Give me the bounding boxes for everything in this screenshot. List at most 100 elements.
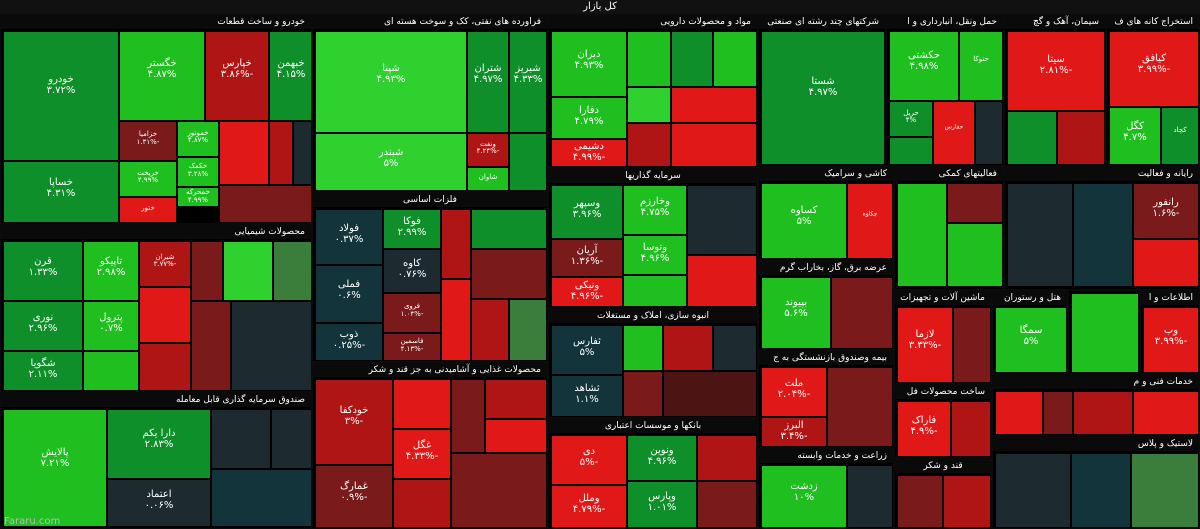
tile-bpayvand[interactable]: بپیوند ۵.۶% — [761, 277, 831, 349]
tile-lazma[interactable]: لازما -۳.۳۳% — [897, 307, 953, 383]
tile-red-tech-2[interactable] — [1073, 391, 1133, 435]
tile-alborz[interactable]: البرز -۳.۴% — [761, 417, 827, 447]
tile-etemad[interactable]: اعتماد ۰.۰۶% — [107, 479, 211, 527]
tile-dark-pl-1[interactable] — [995, 453, 1071, 528]
tile-red-chem-2[interactable] — [139, 343, 191, 391]
sector-insurance[interactable]: بیمه وصندوق بازنشستگی به ج ملت -۲.۰۴% الب… — [758, 350, 894, 448]
tile-darkred-chem-2[interactable] — [191, 301, 231, 391]
tile-shasta[interactable]: شستا ۴.۹۷% — [761, 31, 885, 165]
tile-vmellal[interactable]: وملل -۴.۷۹% — [551, 485, 627, 528]
sector-sugar[interactable]: قند و شکر — [894, 458, 992, 529]
tile-red-sugar[interactable] — [943, 475, 991, 528]
tile-green-chem[interactable] — [83, 351, 139, 391]
tile-semga[interactable]: سمگا ۵% — [995, 307, 1067, 373]
sector-machinery[interactable]: ماشین آلات و تجهیزات لازما -۳.۳۳% — [894, 290, 992, 384]
tile-red-ph-1[interactable] — [671, 87, 757, 123]
tile-khodro[interactable]: خودرو ۳.۷۲% — [3, 31, 119, 161]
tile-kaveh[interactable]: کاوه ۰.۷۶% — [383, 249, 441, 293]
tile-dark-misc-1[interactable] — [1007, 183, 1073, 287]
tile-ghgol[interactable]: غگل -۴.۳۳% — [393, 429, 451, 479]
tile-shbandar[interactable]: شبندر ۵% — [315, 133, 467, 191]
tile-tapiko[interactable]: تاپیکو ۲.۹۸% — [83, 241, 139, 301]
tile-red-food-4[interactable] — [485, 419, 547, 453]
tile-green-ph-4[interactable] — [627, 87, 671, 123]
tile-darkred-bank[interactable] — [697, 481, 757, 528]
tile-green-inv[interactable] — [623, 275, 687, 307]
tile-dark-chem[interactable] — [231, 301, 311, 391]
tile-red-inv[interactable] — [687, 255, 757, 307]
sector-basic-metals[interactable]: فلزات اساسی فولاد ۰.۳۷% فملی ۰.۶% ذوب -۰.۲۵… — [312, 192, 548, 362]
tile-kgol[interactable]: کگل ۴.۷% — [1109, 107, 1161, 165]
tile-darkred-food-2[interactable] — [451, 453, 547, 528]
tile-htoka[interactable]: حتوکا — [959, 31, 1003, 101]
sector-agri[interactable]: زراعت و خدمات وابسته زدشت ۱۰% — [758, 448, 894, 529]
tile-khbahman[interactable]: خبهمن ۴.۱۵% — [269, 31, 311, 121]
tile-qoran[interactable]: قرن ۱.۳۳% — [3, 241, 83, 301]
tile-fasmin[interactable]: فاسمین -۴.۱۳% — [383, 333, 441, 361]
tile-darkred-mach[interactable] — [953, 307, 991, 383]
tile-kehafeh[interactable]: چکاوه — [847, 183, 893, 259]
tile-vkharazm[interactable]: وخارزم ۴.۷۵% — [623, 185, 687, 235]
tile-dfara[interactable]: دفارا ۴.۷۹% — [551, 97, 627, 139]
tile-foolad[interactable]: فولاد ۰.۳۷% — [315, 209, 383, 265]
tile-darkred-con[interactable] — [623, 371, 663, 417]
tile-khtoor[interactable]: ختور — [119, 197, 177, 223]
tile-fervi[interactable]: فروی -۱.۰۴% — [383, 293, 441, 333]
sector-construction[interactable]: انبوه سازی، املاک و مستغلات ثفارس ۵% ثشاه… — [548, 308, 758, 418]
tile-khodkafa[interactable]: خودکفا -۳% — [315, 379, 393, 465]
tile-dark-misc-2[interactable] — [1073, 183, 1133, 287]
tile-dshimi[interactable]: دشیمی -۴.۹۹% — [551, 139, 627, 167]
tile-mellat[interactable]: ملت -۲.۰۴% — [761, 367, 827, 417]
sector-hotel[interactable]: هتل و رستوران سمگا ۵% — [992, 290, 1068, 374]
tile-vb[interactable]: وب -۳.۹۹% — [1143, 307, 1199, 373]
tile-green-cem[interactable] — [1007, 111, 1057, 165]
tile-dbaran[interactable]: دبران ۴.۹۳% — [551, 31, 627, 97]
tile-thfars[interactable]: ثفارس ۵% — [551, 325, 623, 375]
tile-khsapa[interactable]: خساپا ۴.۳۱% — [3, 161, 119, 223]
tile-khmotor[interactable]: خموتور ۴.۸۷% — [177, 121, 219, 157]
sector-refinery[interactable]: فراورده های نفتی، کک و سوخت هسته ای شپنا… — [312, 14, 548, 192]
tile-red-auto-1[interactable] — [219, 121, 269, 185]
tile-ranfour[interactable]: رانفور -۱.۶% — [1133, 183, 1199, 239]
tile-khkomak[interactable]: خکمک ۳.۲۸% — [177, 157, 219, 187]
sector-plastic[interactable]: لاستیک و پلاس — [992, 436, 1200, 529]
tile-fooka[interactable]: فوکا ۲.۹۹% — [383, 209, 441, 249]
tile-red-auto-2[interactable] — [269, 121, 293, 185]
tile-hkeshti[interactable]: حکشتی ۴.۹۸% — [889, 31, 959, 101]
tile-dark-con[interactable] — [713, 325, 757, 371]
tile-red-misc[interactable] — [1133, 239, 1199, 287]
tile-red-ph-3[interactable] — [671, 123, 757, 167]
tile-dark-auto[interactable] — [293, 121, 311, 185]
sector-tile[interactable]: کاشی و سرامیک کساوه ۵% چکاوه — [758, 166, 894, 260]
sector-comp[interactable]: فعالیتهای کمکی — [894, 166, 1004, 290]
tile-dark-agri[interactable] — [847, 465, 893, 528]
sector-it[interactable]: اطلاعات و ا وب -۳.۹۹% — [1140, 290, 1200, 374]
tile-dark-tr[interactable] — [975, 101, 1003, 165]
tile-darkred-sugar[interactable] — [897, 475, 943, 528]
tile-red-mp[interactable] — [951, 401, 991, 457]
tile-green-con[interactable] — [623, 325, 663, 371]
tile-darkred-chem[interactable] — [191, 241, 223, 301]
tile-darkred-metal[interactable] — [471, 249, 547, 299]
tile-vpars[interactable]: وپارس ۱.۰۱% — [627, 481, 697, 528]
tile-green-ph-1[interactable] — [627, 31, 671, 87]
tile-ksave[interactable]: کساوه ۵% — [761, 183, 847, 259]
sector-pharma[interactable]: مواد و محصولات دارویی دبران ۴.۹۳% دفارا ۴.… — [548, 14, 758, 168]
tile-green-metal[interactable] — [471, 209, 547, 249]
tile-red-metal-1[interactable] — [441, 209, 471, 279]
tile-vniki[interactable]: ونیکی -۴.۹۶% — [551, 277, 623, 307]
tile-red-metal-2[interactable] — [441, 279, 471, 361]
tile-darkred-tech[interactable] — [1043, 391, 1073, 435]
tile-red-con[interactable] — [663, 325, 713, 371]
sector-misc[interactable]: رایانه و فعالیت رانفور -۱.۶% — [1004, 166, 1200, 290]
tile-khpars[interactable]: خپارس -۳.۸۶% — [205, 31, 269, 121]
tile-vanaft[interactable]: ونفت -۴.۲۴% — [467, 133, 509, 167]
tile-shgooya[interactable]: شگویا ۲.۱۱% — [3, 351, 83, 391]
sector-multi[interactable]: شرکتهای چند رشته ای صنعتی شستا ۴.۹۷% — [758, 14, 886, 166]
tile-khrikht[interactable]: خریخت ۴.۹۹% — [119, 161, 177, 197]
tile-sita[interactable]: سیتا -۲.۸۱% — [1007, 31, 1105, 111]
tile-red-tech-1[interactable] — [995, 391, 1043, 435]
tile-green-oth[interactable] — [1071, 293, 1139, 373]
sector-mining[interactable]: استخراج کانه های ف کیافق -۳.۹۹% کگل ۴.۷% ک… — [1106, 14, 1200, 166]
sector-invest[interactable]: سرمایه گذاریها وسپهر ۳.۹۶% آریان -۱.۳۶% ون… — [548, 168, 758, 308]
